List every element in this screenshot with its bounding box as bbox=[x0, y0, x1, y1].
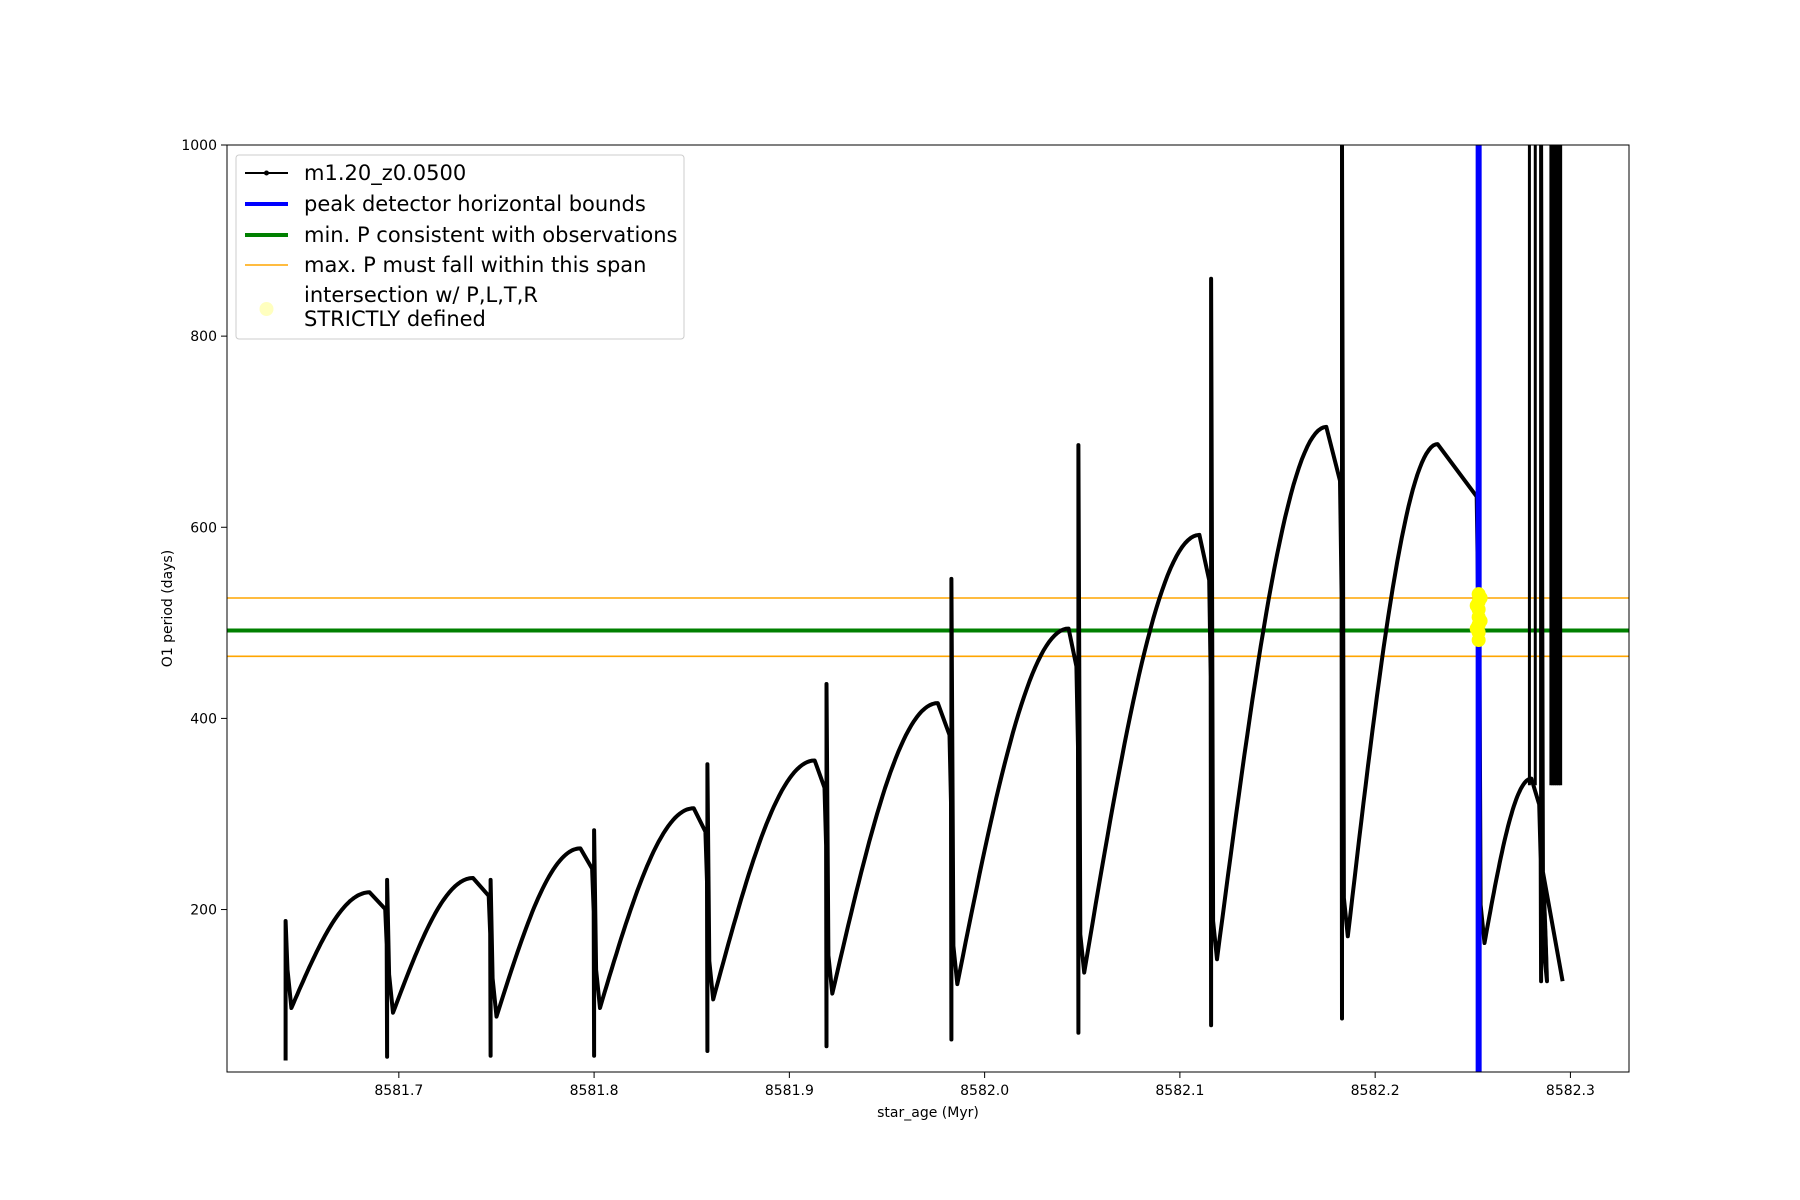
y-tick-label: 800 bbox=[190, 329, 217, 345]
x-tick-label: 8582.0 bbox=[960, 1083, 1009, 1099]
legend-label-m1-20: m1.20_z0.0500 bbox=[304, 161, 466, 186]
legend-label-yellow-line-1: intersection w/ P,L,T,R bbox=[304, 283, 538, 307]
x-tick-label: 8581.9 bbox=[765, 1083, 814, 1099]
legend-label-yellow-line-2: STRICTLY defined bbox=[304, 307, 486, 331]
x-tick-label: 8582.2 bbox=[1351, 1083, 1400, 1099]
legend-marker-yellow bbox=[259, 302, 274, 316]
intersection-point-10 bbox=[1469, 621, 1484, 636]
y-tick-label: 400 bbox=[190, 711, 217, 727]
plot-content bbox=[227, 145, 1629, 1072]
y-tick-label: 1000 bbox=[181, 138, 217, 154]
x-tick-label: 8581.7 bbox=[374, 1083, 423, 1099]
plot-frame bbox=[226, 144, 1630, 1073]
intersection-point-6 bbox=[1471, 633, 1486, 648]
y-tick-label: 600 bbox=[190, 520, 217, 536]
x-tick-label: 8581.8 bbox=[570, 1083, 619, 1099]
legend-label-orange: max. P must fall within this span bbox=[304, 253, 646, 277]
intersection-point-8 bbox=[1469, 598, 1484, 613]
legend-label-blue: peak detector horizontal bounds bbox=[304, 192, 646, 216]
x-axis: 8581.7 8581.8 8581.9 8582.0 8582.1 8582.2 8582… bbox=[374, 1072, 1595, 1099]
x-tick-label: 8582.1 bbox=[1155, 1083, 1204, 1099]
legend-label-green: min. P consistent with observations bbox=[304, 223, 677, 247]
y-axis-label: O1 period (days) bbox=[160, 550, 176, 667]
legend-box bbox=[235, 154, 685, 340]
y-tick-label: 200 bbox=[190, 903, 217, 919]
x-axis-label: star_age (Myr) bbox=[877, 1105, 979, 1121]
y-axis: 200 400 600 800 1000 bbox=[181, 138, 227, 919]
legend-marker-m1-20 bbox=[264, 170, 269, 176]
x-tick-label: 8582.3 bbox=[1546, 1083, 1595, 1099]
